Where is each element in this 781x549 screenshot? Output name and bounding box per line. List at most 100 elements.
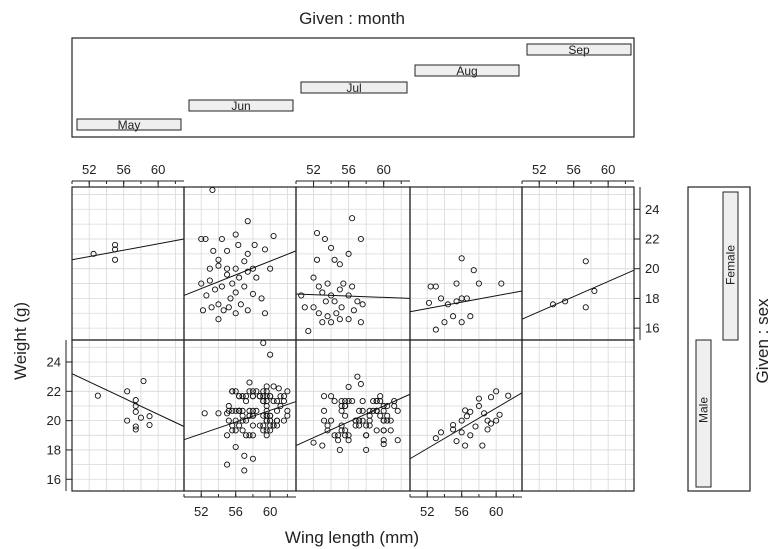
- x-tick-label-top: 60: [151, 162, 165, 177]
- data-point: [321, 235, 328, 243]
- data-point: [487, 420, 495, 427]
- data-point: [321, 417, 328, 424]
- data-point: [211, 286, 219, 293]
- data-point: [140, 377, 147, 385]
- data-point: [260, 412, 267, 419]
- data-point: [387, 427, 394, 434]
- sex-bar-label: Female: [724, 245, 738, 285]
- data-point: [215, 262, 222, 269]
- panel-male-jul: [295, 339, 411, 492]
- data-point: [236, 422, 243, 429]
- month-bar-label: Aug: [456, 64, 477, 78]
- data-point: [352, 417, 359, 424]
- data-point: [249, 422, 256, 429]
- regression-line: [183, 401, 297, 441]
- data-point: [124, 388, 131, 395]
- data-point: [261, 310, 269, 317]
- data-point: [336, 446, 343, 454]
- data-point: [432, 326, 439, 333]
- data-point: [236, 393, 243, 400]
- data-point: [450, 313, 457, 320]
- data-point: [275, 385, 282, 392]
- data-point: [336, 286, 343, 293]
- x-tick-label-bottom: 52: [194, 504, 208, 519]
- month-bar-label: Sep: [568, 43, 590, 57]
- data-point: [342, 402, 349, 410]
- data-point: [377, 398, 384, 405]
- data-point: [241, 258, 248, 265]
- data-point: [496, 411, 503, 418]
- data-point: [301, 304, 308, 311]
- x-tick-label-top: 56: [566, 162, 580, 177]
- month-bar-jul: [300, 81, 408, 94]
- data-point: [331, 256, 338, 263]
- given-month-frame: [71, 37, 635, 138]
- data-point: [232, 407, 239, 414]
- given-sex-frame: [687, 186, 751, 492]
- data-point: [324, 422, 331, 429]
- data-point: [350, 307, 357, 314]
- data-point: [366, 412, 373, 419]
- data-point: [229, 388, 236, 395]
- data-point: [239, 427, 246, 434]
- y-tick-label-right: 16: [645, 321, 659, 336]
- data-point: [146, 413, 153, 420]
- data-point: [236, 407, 243, 414]
- data-point: [321, 393, 328, 400]
- data-point: [263, 412, 270, 419]
- data-point: [215, 301, 222, 308]
- data-point: [384, 412, 391, 419]
- data-point: [342, 412, 349, 419]
- data-point: [224, 247, 231, 254]
- x-tick-label-bottom: 52: [420, 504, 434, 519]
- data-point: [232, 443, 239, 451]
- data-point: [224, 265, 231, 272]
- data-point: [132, 397, 139, 404]
- month-bar-label: Jun: [231, 99, 250, 113]
- data-point: [203, 292, 210, 299]
- data-point: [267, 393, 274, 400]
- panel-frame: [183, 186, 297, 341]
- data-point: [263, 398, 270, 405]
- data-point: [270, 398, 277, 405]
- data-point: [475, 402, 482, 410]
- data-point: [251, 241, 258, 248]
- data-point: [321, 407, 328, 414]
- data-point: [370, 407, 377, 414]
- panel-frame: [71, 339, 185, 492]
- data-point: [90, 250, 97, 257]
- data-point: [225, 417, 232, 424]
- data-point: [427, 283, 434, 290]
- data-point: [263, 383, 270, 390]
- data-point: [377, 393, 384, 400]
- y-tick-label-left: 16: [47, 472, 61, 487]
- data-point: [359, 301, 366, 308]
- data-point: [253, 388, 260, 395]
- data-point: [244, 250, 251, 257]
- data-point: [246, 432, 253, 439]
- data-point: [324, 280, 331, 287]
- data-point: [338, 398, 345, 405]
- data-point: [458, 319, 465, 326]
- data-point: [244, 218, 251, 225]
- data-point: [345, 437, 352, 444]
- data-point: [328, 417, 335, 424]
- data-point: [132, 426, 139, 433]
- data-point: [505, 392, 512, 399]
- data-point: [284, 388, 291, 395]
- data-point: [246, 379, 253, 386]
- data-point: [232, 265, 239, 272]
- data-point: [232, 417, 239, 424]
- panel-frame: [409, 186, 523, 341]
- data-point: [453, 298, 460, 305]
- data-point: [328, 319, 335, 326]
- panel-male-aug: [409, 339, 523, 492]
- data-point: [498, 280, 505, 287]
- data-point: [363, 446, 370, 454]
- y-tick-label-right: 22: [645, 231, 659, 246]
- data-point: [236, 274, 243, 281]
- data-point: [261, 246, 269, 253]
- panel-frame: [295, 339, 411, 492]
- data-point: [232, 388, 239, 395]
